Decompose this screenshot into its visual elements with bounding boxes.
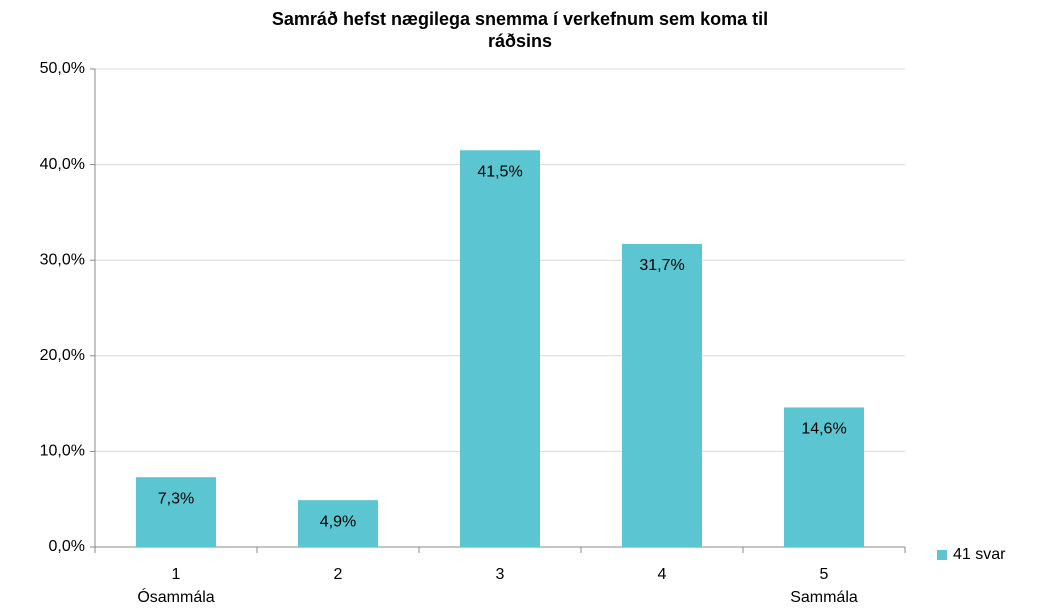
bar: [622, 243, 702, 547]
data-label: 31,7%: [639, 257, 684, 274]
chart-title: ráðsins: [488, 31, 552, 51]
x-tick-label: 1: [172, 566, 181, 583]
chart-title: Samráð hefst nægilega snemma í verkefnum…: [272, 9, 768, 29]
x-tick-label: Ósammála: [137, 587, 214, 606]
data-label: 14,6%: [801, 421, 846, 438]
data-label: 7,3%: [158, 490, 194, 507]
legend-swatch: [937, 550, 947, 560]
x-tick-label: 2: [334, 566, 343, 583]
y-tick-label: 0,0%: [49, 538, 85, 555]
y-tick-label: 30,0%: [40, 251, 85, 268]
y-tick-label: 10,0%: [40, 443, 85, 460]
x-tick-label: 3: [496, 566, 505, 583]
x-tick-label: Sammála: [790, 589, 858, 606]
x-tick-label: 4: [658, 566, 667, 583]
y-tick-label: 50,0%: [40, 60, 85, 77]
data-label: 4,9%: [320, 513, 356, 530]
bar: [460, 150, 540, 547]
y-tick-label: 20,0%: [40, 347, 85, 364]
legend-label: 41 svar: [953, 546, 1006, 563]
bar: [784, 407, 864, 547]
data-label: 41,5%: [477, 163, 522, 180]
bar: [136, 477, 216, 547]
x-tick-label: 5: [820, 566, 829, 583]
y-tick-label: 40,0%: [40, 156, 85, 173]
bar: [298, 500, 378, 547]
